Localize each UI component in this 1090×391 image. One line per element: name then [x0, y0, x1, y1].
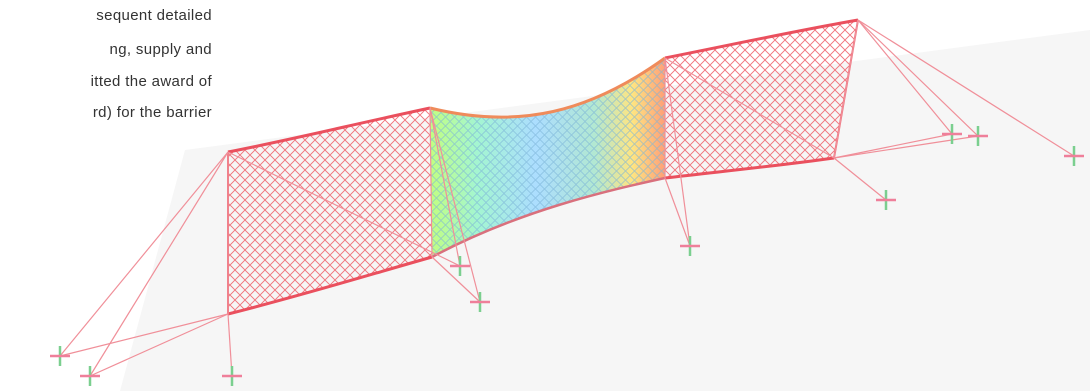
guy-wire-mid-4	[664, 57, 691, 247]
text-line-1: sequent detailed	[96, 7, 212, 24]
text-line-2: ng, supply and	[109, 41, 212, 58]
middle-panel-bottom-cable	[431, 176, 666, 259]
anchor-right-1	[942, 124, 962, 144]
text-line-4: rd) for the barrier	[92, 104, 212, 121]
post-right	[833, 19, 859, 159]
top-left-text-fragment: sequent detailed ng, supply and itted th…	[0, 0, 212, 140]
diagonal-left-panel	[227, 151, 461, 267]
anchor-mid-2	[470, 292, 490, 312]
anchor-right-3	[1064, 146, 1084, 166]
anchor-mid-1	[450, 256, 470, 276]
left-panel-bottom-cable	[227, 255, 433, 316]
guy-wire-right-6	[833, 135, 979, 159]
anchor-mid-3	[680, 236, 700, 256]
guy-wire-left-1	[59, 151, 229, 357]
anchor-left-2	[80, 366, 100, 386]
anchor-right-2	[968, 126, 988, 146]
middle-panel-mesh	[430, 58, 665, 257]
guy-wire-right-1	[857, 19, 953, 135]
guy-wire-left-4	[89, 313, 229, 377]
right-net-panel	[664, 18, 859, 180]
anchor-points	[50, 124, 1084, 386]
right-panel-fill	[665, 20, 858, 178]
anchor-left-1	[50, 346, 70, 366]
guy-wire-left-2	[89, 151, 229, 377]
middle-net-panel	[429, 56, 666, 259]
guy-wire-left-3	[59, 313, 229, 357]
guy-wire-mid-2	[429, 107, 481, 303]
guy-wire-right-4	[833, 157, 887, 201]
middle-panel-top-cable	[429, 56, 666, 119]
left-panel-fill	[228, 108, 432, 314]
ground-shadow	[120, 30, 1090, 391]
post-middle-left	[429, 107, 433, 258]
guy-wire-mid-5	[664, 177, 691, 247]
text-line-3: itted the award of	[90, 73, 212, 90]
guy-wire-mid-3	[431, 256, 481, 303]
guy-wire-mid-1	[429, 107, 461, 267]
guy-wire-right-5	[833, 133, 953, 159]
anchor-right-4	[876, 190, 896, 210]
guy-wire-right-2	[857, 19, 979, 137]
left-panel-top-cable	[227, 106, 431, 154]
right-panel-bottom-cable	[664, 156, 835, 180]
diagonal-right-panel	[664, 57, 835, 159]
guy-wire-left-5	[227, 313, 233, 377]
posts-and-guy-wires	[59, 19, 1075, 377]
anchor-left-3	[222, 366, 242, 386]
guy-wire-right-3	[857, 19, 1075, 157]
right-panel-top-cable	[664, 18, 859, 60]
